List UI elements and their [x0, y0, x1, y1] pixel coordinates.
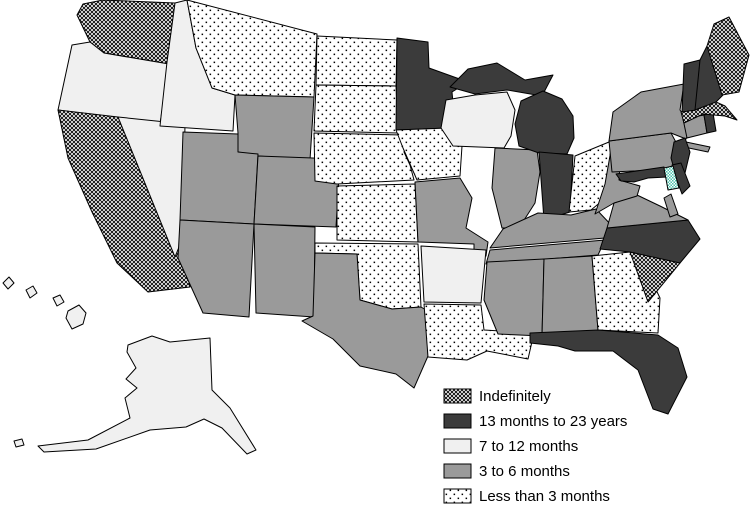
legend-item: 3 to 6 months	[443, 463, 570, 480]
legend-label: 3 to 6 months	[479, 463, 570, 480]
legend-swatch-indefinitely	[443, 388, 472, 404]
legend-label: Indefinitely	[479, 388, 551, 405]
state-ak: Alaska	[37, 335, 257, 455]
state-la: Louisiana	[423, 303, 535, 361]
state-hi: Hawaii	[25, 285, 38, 299]
state-ma: Massachusetts	[680, 101, 738, 124]
state-ny: New York	[608, 83, 693, 142]
state-in: Indiana	[538, 151, 574, 221]
legend-label: 7 to 12 months	[479, 438, 578, 455]
state-wi: Wisconsin	[440, 91, 516, 149]
state-mi: Michigan	[514, 90, 575, 155]
state-wy: Wyoming	[234, 94, 315, 161]
legend-item: Indefinitely	[443, 388, 551, 405]
legend: Indefinitely 13 months to 23 years 7 to …	[443, 388, 627, 505]
state-hi: Hawaii	[52, 294, 65, 307]
state-mo: Missouri	[414, 177, 489, 257]
legend-swatch-3-to-6-months	[443, 463, 472, 479]
state-sd: South Dakota	[313, 84, 399, 134]
legend-swatch-less-than-3-months	[443, 488, 472, 504]
legend-label: Less than 3 months	[479, 488, 610, 505]
state-mi: Michigan	[449, 62, 554, 97]
state-ks: Kansas	[336, 183, 419, 243]
states-layer: WashingtonOregonCaliforniaNevadaIdahoMon…	[2, 0, 750, 455]
state-wv: West Virginia	[594, 149, 641, 215]
state-il: Illinois	[491, 147, 541, 229]
state-ne: Nebraska	[313, 132, 415, 185]
state-fl: Florida	[529, 329, 688, 415]
legend-swatch-7-to-12-months	[443, 438, 472, 454]
legend-item: Less than 3 months	[443, 488, 610, 505]
state-va: Virginia	[606, 194, 689, 229]
state-va: Virginia	[663, 193, 679, 218]
state-de: Delaware	[663, 165, 680, 191]
legend-item: 13 months to 23 years	[443, 413, 627, 430]
state-md: Maryland	[615, 166, 668, 183]
state-ar: Arkansas	[420, 245, 487, 304]
state-me: Maine	[706, 16, 750, 96]
state-ak: Alaska	[13, 438, 25, 448]
state-ms: Mississippi	[483, 258, 545, 337]
state-al: Alabama	[541, 255, 599, 342]
state-tx: Texas	[301, 252, 429, 389]
legend-item: 7 to 12 months	[443, 438, 578, 455]
state-nm: New Mexico	[253, 223, 316, 318]
legend-label: 13 months to 23 years	[479, 413, 627, 430]
legend-swatch-13-months-to-23-years	[443, 413, 472, 429]
state-hi: Hawaii	[2, 276, 15, 290]
state-hi: Hawaii	[65, 304, 87, 330]
state-nd: North Dakota	[315, 35, 398, 87]
state-az: Arizona	[177, 219, 255, 318]
